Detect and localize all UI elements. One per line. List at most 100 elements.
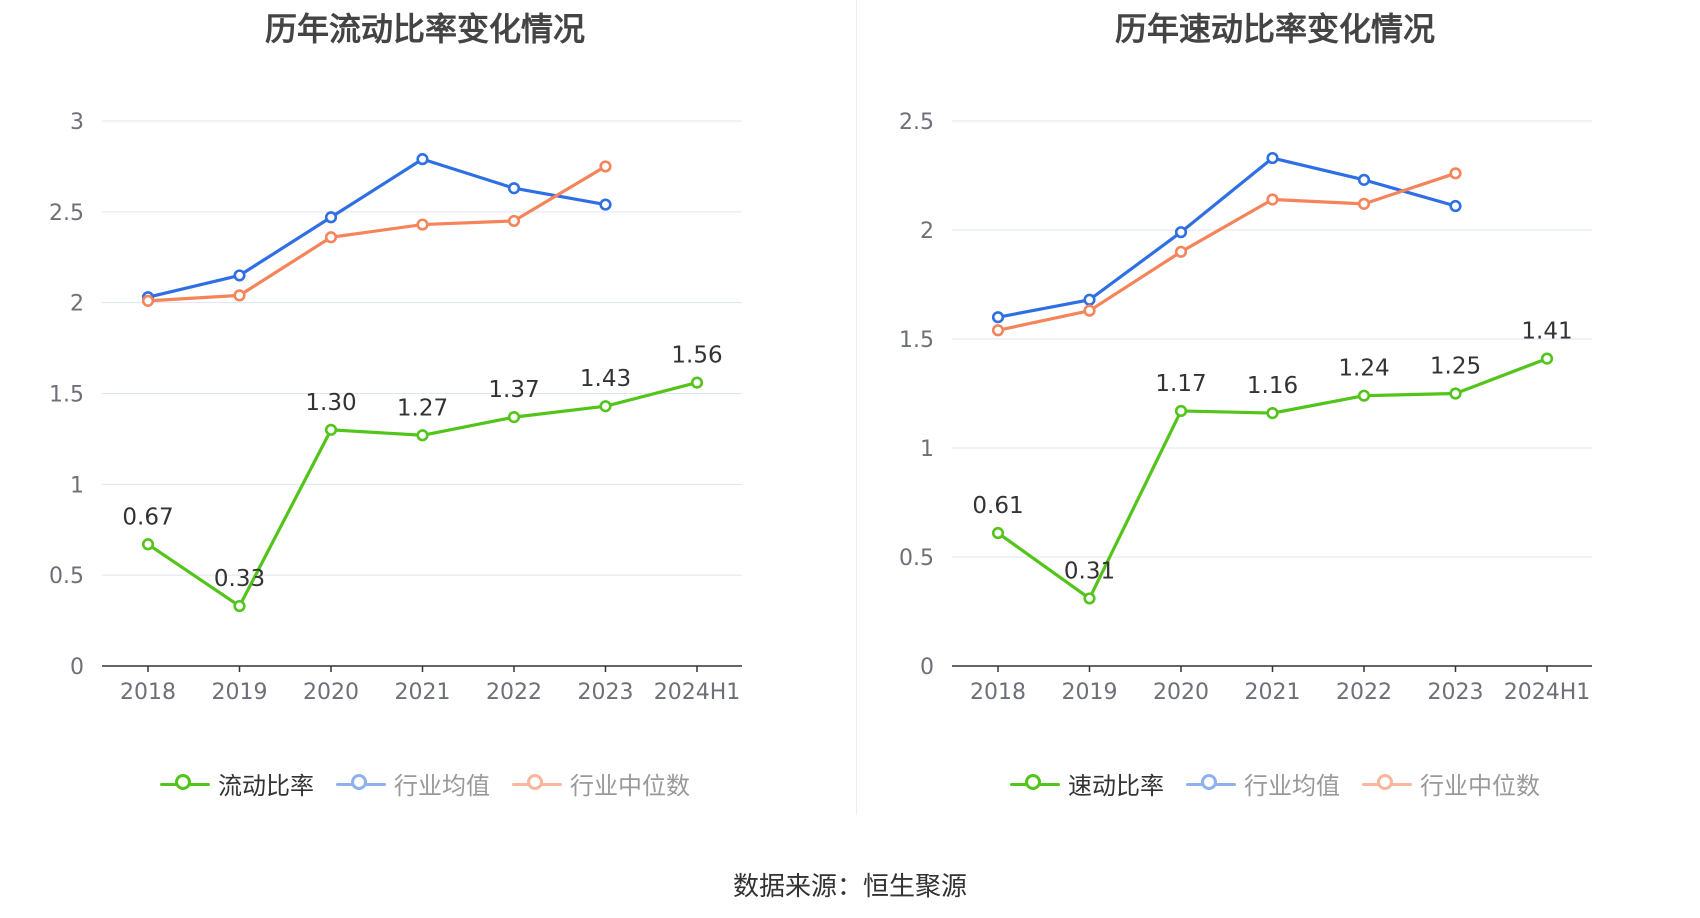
series-line-median <box>997 171 1457 332</box>
data-point-avg <box>1357 173 1371 186</box>
legend-item-median[interactable]: 行业中位数 <box>1362 766 1540 801</box>
data-point-avg <box>991 311 1005 324</box>
x-tick-label: 2020 <box>1153 680 1209 705</box>
y-tick-label: 0.5 <box>899 546 934 571</box>
legend-item-company[interactable]: 速动比率 <box>1010 766 1164 801</box>
data-point-median <box>1174 245 1188 258</box>
y-tick-label: 1.5 <box>49 383 84 408</box>
x-tick-label: 2024H1 <box>654 680 741 705</box>
y-tick-label: 2 <box>920 219 934 244</box>
series-line-median <box>147 165 607 303</box>
data-point-company <box>233 599 246 613</box>
data-label: 1.25 <box>1430 354 1481 380</box>
data-point-median <box>1449 167 1462 180</box>
chart-legend: 流动比率 行业均值 行业中位数 <box>0 766 850 801</box>
data-point-avg <box>1266 151 1279 165</box>
data-point-median <box>507 214 521 228</box>
series-line-avg <box>997 156 1456 319</box>
x-tick-label: 2018 <box>970 680 1026 705</box>
data-point-avg <box>416 153 429 166</box>
legend-label: 流动比率 <box>218 772 314 800</box>
quick-ratio-chart: 0 0.5 1 1.5 2 2.5 2018 2019 2020 2021 2022 2023 2024… <box>899 110 1592 705</box>
line-circle-icon <box>160 772 210 796</box>
x-tick-label: 2021 <box>395 680 451 705</box>
line-circle-icon <box>1362 772 1412 796</box>
data-label: 0.67 <box>122 504 173 530</box>
data-point-median <box>324 231 338 244</box>
data-point-company <box>416 429 429 442</box>
quick-ratio-chart-panel: 历年速动比率变化情况 0 0.5 1 1.5 2 2.5 2018 2019 2020 2021 2… <box>850 0 1700 820</box>
legend-item-avg[interactable]: 行业均值 <box>336 766 490 801</box>
data-point-median <box>991 324 1005 337</box>
x-tick-label: 2019 <box>1062 680 1118 705</box>
legend-item-median[interactable]: 行业中位数 <box>512 766 690 801</box>
data-label: 1.37 <box>488 377 539 403</box>
x-tick-label: 2022 <box>1336 680 1392 705</box>
data-label: 1.24 <box>1338 356 1389 382</box>
series-line-avg <box>147 157 606 299</box>
line-circle-icon <box>336 772 386 796</box>
data-label: 1.17 <box>1155 371 1206 397</box>
x-tick-label: 2021 <box>1245 680 1301 705</box>
data-point-company <box>324 423 338 436</box>
data-label: 0.33 <box>214 566 265 592</box>
data-point-avg <box>1449 199 1462 213</box>
y-tick-label: 1 <box>70 473 84 498</box>
x-tick-label: 2023 <box>578 680 634 705</box>
data-point-company <box>1540 352 1554 365</box>
data-point-company <box>991 526 1005 540</box>
panel-divider <box>856 0 857 815</box>
data-point-median <box>1083 304 1096 317</box>
data-point-median <box>1266 193 1279 206</box>
data-point-avg <box>1174 226 1188 239</box>
y-tick-label: 0 <box>920 655 934 680</box>
legend-label: 行业中位数 <box>570 772 690 800</box>
data-point-avg <box>1083 293 1096 306</box>
legend-label: 行业均值 <box>394 772 490 800</box>
data-label: 0.31 <box>1064 558 1115 584</box>
data-point-avg <box>233 269 246 282</box>
legend-item-company[interactable]: 流动比率 <box>160 766 314 801</box>
x-tick-label: 2023 <box>1428 680 1484 705</box>
data-label: 1.56 <box>671 343 722 369</box>
line-circle-icon <box>1186 772 1236 796</box>
chart-title: 历年流动比率变化情况 <box>264 10 585 48</box>
data-point-company <box>141 538 155 551</box>
data-point-company <box>690 376 704 389</box>
y-tick-label: 0.5 <box>49 564 84 589</box>
current-ratio-chart: 0 0.5 1 1.5 2 2.5 3 2018 2019 2020 2021 2022 2023 202… <box>49 110 742 705</box>
chart-title: 历年速动比率变化情况 <box>1114 10 1435 48</box>
y-tick-label: 1 <box>920 437 934 462</box>
current-ratio-chart-panel: 历年流动比率变化情况 0 0.5 1 1.5 2 2.5 3 2018 2019 2020 2021… <box>0 0 850 820</box>
data-point-median <box>599 160 612 173</box>
data-point-company <box>599 400 612 413</box>
data-point-company <box>1449 387 1462 400</box>
data-point-company <box>1174 404 1188 418</box>
x-tick-label: 2022 <box>486 680 542 705</box>
y-tick-label: 1.5 <box>899 328 934 353</box>
legend-label: 速动比率 <box>1068 772 1164 800</box>
data-label: 1.41 <box>1521 319 1572 345</box>
x-tick-label: 2018 <box>120 680 176 705</box>
x-tick-label: 2019 <box>212 680 268 705</box>
x-tick-label: 2024H1 <box>1504 680 1591 705</box>
line-circle-icon <box>512 772 562 796</box>
data-point-median <box>1357 197 1371 210</box>
y-tick-label: 3 <box>70 110 84 135</box>
data-label: 1.16 <box>1247 373 1298 399</box>
data-label: 1.43 <box>580 366 631 392</box>
data-point-median <box>416 218 429 231</box>
data-point-avg <box>507 182 521 195</box>
legend-item-avg[interactable]: 行业均值 <box>1186 766 1340 801</box>
line-circle-icon <box>1010 772 1060 796</box>
data-source-footer: 数据来源：恒生聚源 <box>732 872 967 902</box>
chart-legend: 速动比率 行业均值 行业中位数 <box>850 766 1700 801</box>
y-tick-label: 2 <box>70 292 84 317</box>
data-point-median <box>141 294 155 307</box>
data-point-company <box>1266 407 1279 420</box>
y-tick-label: 0 <box>70 655 84 680</box>
data-point-company <box>1357 389 1371 402</box>
data-label: 0.61 <box>972 493 1023 519</box>
data-label: 1.30 <box>305 390 356 416</box>
data-point-avg <box>599 198 612 211</box>
